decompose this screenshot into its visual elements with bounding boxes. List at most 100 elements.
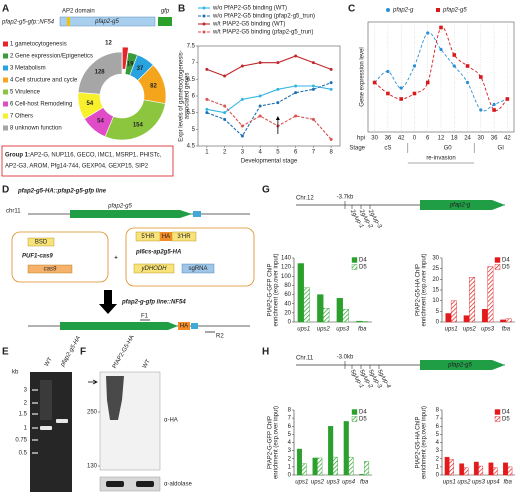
point bbox=[386, 91, 390, 96]
legend-swatch bbox=[351, 409, 358, 415]
construct-label: pfap2-g5-gfp::NF54 bbox=[1, 20, 55, 26]
point bbox=[294, 114, 298, 118]
data-label: 128 bbox=[95, 69, 106, 75]
group-box bbox=[1, 145, 174, 177]
y-tick-label: 0 bbox=[288, 320, 292, 326]
y-axis-title: Expr levels of gametocytogenesis- bbox=[179, 50, 185, 141]
y-tick-label: 1 bbox=[288, 464, 292, 470]
sgrna-box bbox=[181, 263, 215, 274]
x-tick-label: ups1 bbox=[295, 480, 308, 486]
ladder-band bbox=[32, 389, 38, 391]
group-title: Group 1: bbox=[5, 153, 30, 159]
stage-label: cS bbox=[384, 146, 391, 152]
point bbox=[240, 134, 244, 138]
bar bbox=[463, 315, 470, 323]
series-line bbox=[206, 98, 332, 140]
group-genes: AP2-G, NUP116, GECO, IMC1, MSRP1, PHISTc… bbox=[30, 153, 162, 159]
x-tick-label: fba bbox=[504, 480, 513, 486]
x-tick-label: 6 bbox=[426, 136, 430, 142]
legend-label: w/o PfAP2-G5 binding (pfap2-g5_trun) bbox=[212, 14, 315, 20]
antibody-label: α-aldolase bbox=[164, 482, 192, 488]
gene-arrow bbox=[70, 210, 192, 218]
y-tick-label: 2 bbox=[288, 456, 292, 462]
lane-label: WT bbox=[142, 358, 152, 369]
point bbox=[386, 69, 390, 74]
y-tick-label: 6 bbox=[288, 424, 292, 430]
x-tick-label: 6 bbox=[294, 150, 298, 156]
ha-label: HA bbox=[180, 324, 188, 330]
stage-title: Stage bbox=[349, 146, 365, 152]
bar bbox=[478, 465, 484, 476]
legend-swatch bbox=[3, 41, 8, 47]
y-axis-title: PfAP2-G-GFP ChIP bbox=[268, 416, 274, 469]
x-tick-label: 7 bbox=[312, 150, 316, 156]
legend-label: 8 unknown function bbox=[10, 126, 62, 132]
legend-label: 6 Cell-host Remodeling bbox=[10, 102, 72, 108]
y-tick-label: 5 bbox=[288, 432, 292, 438]
x-tick-label: ups2 bbox=[311, 480, 325, 486]
series-line bbox=[206, 85, 332, 114]
y-tick-label: 5 bbox=[192, 127, 196, 133]
y-axis-title: enrichment (exp.over input) bbox=[274, 253, 280, 326]
marker-label: 130 bbox=[87, 464, 98, 470]
point bbox=[465, 80, 470, 85]
point bbox=[258, 114, 262, 118]
x-tick-label: 2 bbox=[223, 150, 227, 156]
point bbox=[412, 91, 417, 96]
y-tick-label: 30 bbox=[432, 256, 439, 262]
legend-label: D5 bbox=[359, 417, 367, 423]
bar bbox=[312, 457, 318, 476]
y-tick-label: 140 bbox=[281, 256, 292, 262]
point bbox=[492, 102, 496, 107]
ladder-band bbox=[32, 452, 38, 454]
x-tick-label: 0 bbox=[413, 136, 417, 142]
y-tick-label: 5 bbox=[436, 309, 440, 315]
stage-label: GI bbox=[498, 146, 505, 152]
point bbox=[258, 94, 262, 98]
x-tick-label: ups1 bbox=[445, 327, 458, 333]
point bbox=[205, 97, 209, 101]
point bbox=[329, 137, 333, 141]
point bbox=[479, 108, 483, 112]
legend-swatch bbox=[3, 65, 8, 71]
point bbox=[276, 101, 280, 105]
legend-swatch bbox=[351, 264, 358, 270]
gene-label: pfap2-g5 bbox=[94, 19, 119, 25]
bar bbox=[445, 313, 452, 323]
band bbox=[40, 426, 52, 430]
gene-label: pfap2-g5 bbox=[107, 204, 132, 210]
legend-marker bbox=[436, 8, 440, 12]
gene-arrow bbox=[420, 200, 505, 210]
bar bbox=[469, 277, 476, 323]
data-label: 154 bbox=[133, 123, 144, 129]
legend-swatch bbox=[3, 113, 8, 119]
donut-slice bbox=[104, 99, 166, 141]
bar bbox=[444, 456, 450, 476]
legend-swatch bbox=[494, 264, 501, 270]
legend-label: D4 bbox=[502, 258, 510, 264]
lane-label: pfap2-g5-HA bbox=[59, 335, 82, 368]
y-tick-label: 120 bbox=[281, 265, 292, 271]
panel-label: D bbox=[2, 185, 9, 196]
x-tick-label: fba bbox=[358, 327, 367, 333]
bar bbox=[356, 320, 363, 323]
y-tick-label: 6 bbox=[436, 424, 440, 430]
y-tick-label: 1 bbox=[436, 464, 440, 470]
hr3-label: 3'HR bbox=[177, 234, 191, 240]
point bbox=[223, 111, 227, 115]
plasmid bbox=[125, 227, 255, 287]
legend-swatch bbox=[3, 53, 8, 59]
legend-swatch bbox=[3, 125, 8, 131]
bar bbox=[297, 263, 304, 323]
ladder-label: 1.5 bbox=[19, 412, 28, 418]
annotation: re-invasion bbox=[426, 156, 455, 162]
panel-label: A bbox=[2, 4, 9, 15]
bsd-box bbox=[27, 237, 55, 247]
x-tick-label: ups4 bbox=[342, 480, 356, 486]
point bbox=[426, 31, 430, 35]
ladder-label: 0.75 bbox=[15, 438, 27, 444]
legend-swatch bbox=[494, 409, 501, 415]
bar bbox=[459, 463, 465, 476]
panel-label: G bbox=[262, 185, 270, 196]
